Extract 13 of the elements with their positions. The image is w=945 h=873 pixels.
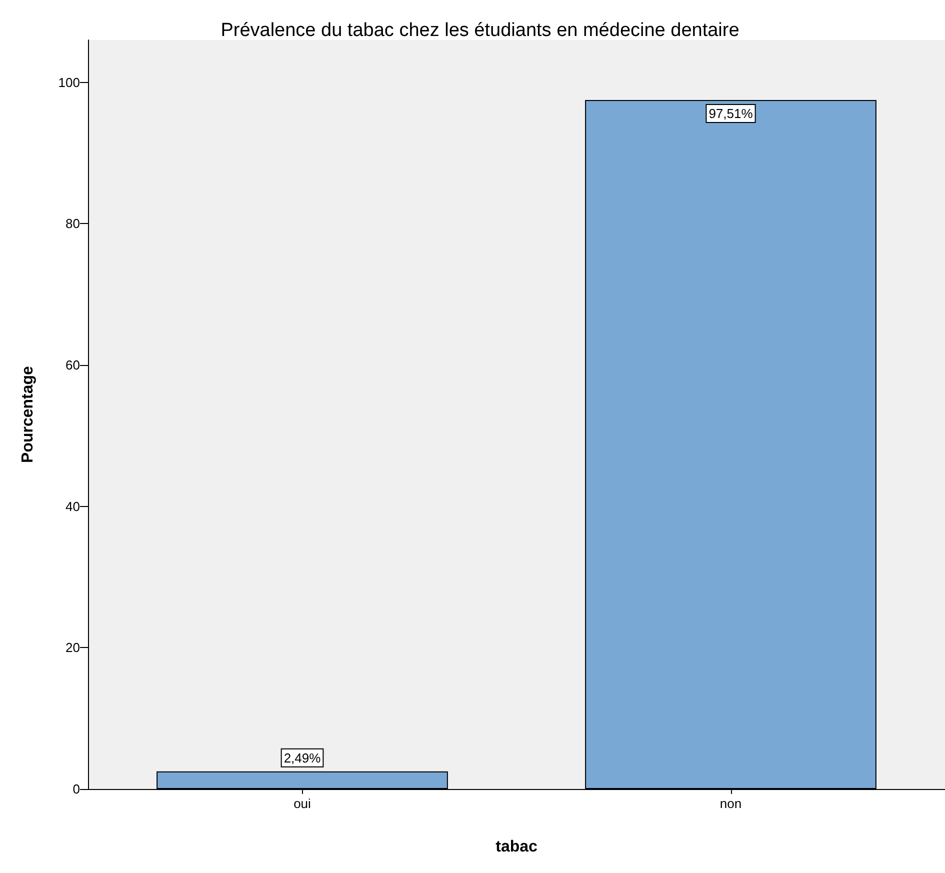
- x-tick-label: oui: [294, 796, 312, 811]
- y-tick-label: 60: [66, 358, 80, 373]
- y-tick-label: 100: [58, 74, 80, 90]
- data-label: 2,49%: [284, 750, 322, 766]
- y-tick-label: 20: [66, 640, 80, 656]
- y-axis-title: Pourcentage: [20, 366, 36, 463]
- y-tick-label: 0: [72, 782, 80, 796]
- x-tick-label: non: [720, 796, 742, 811]
- data-label: 97,51%: [708, 106, 754, 121]
- x-axis-title: tabac: [496, 838, 538, 856]
- chart-title: Prévalence du tabac chez les étudiants en médecine dentaire: [220, 20, 740, 41]
- y-tick-label: 40: [66, 498, 80, 514]
- y-tick-label: 80: [66, 216, 80, 232]
